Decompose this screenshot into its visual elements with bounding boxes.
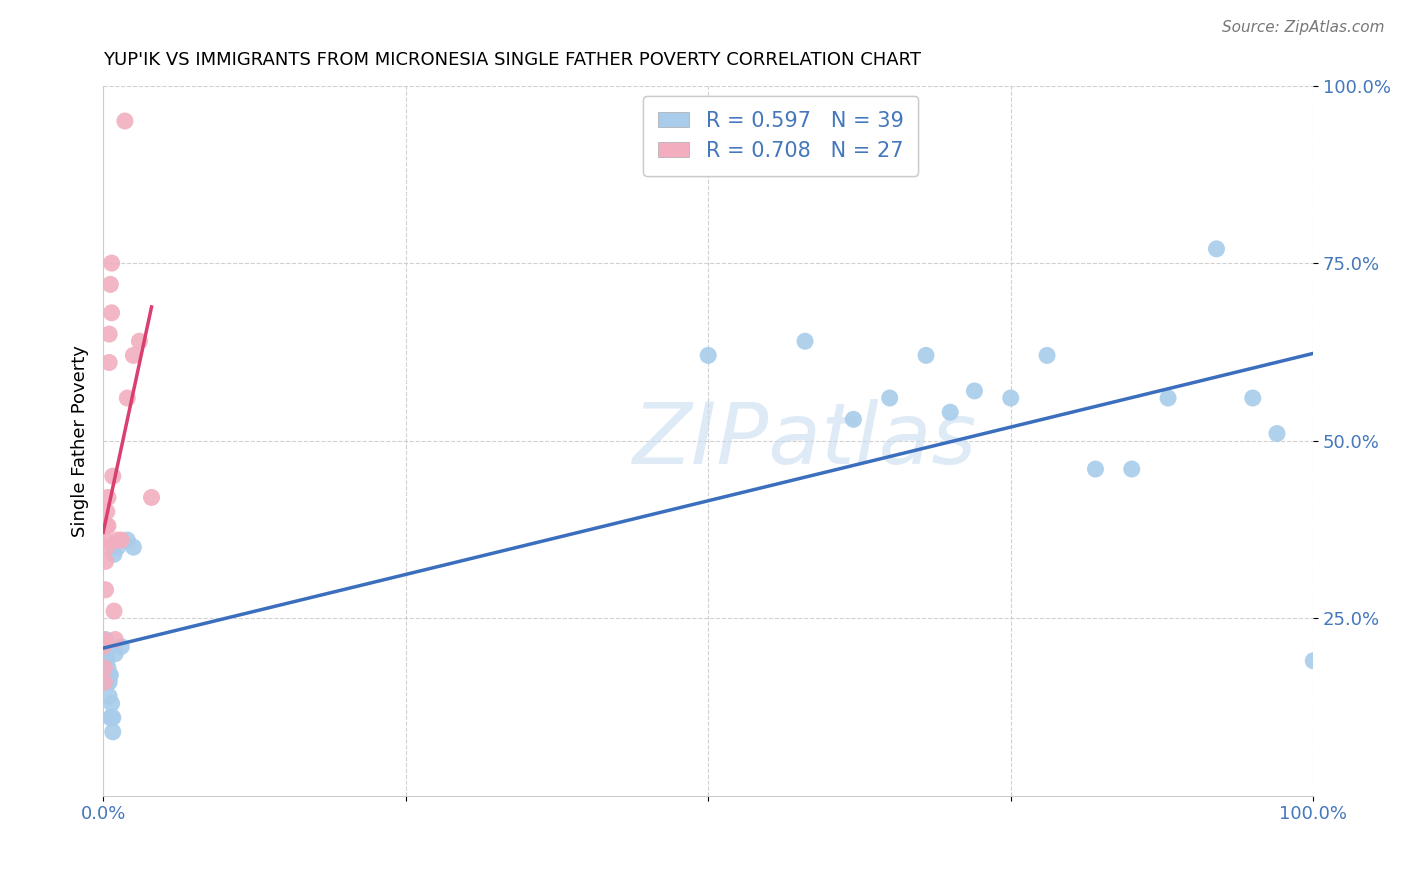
Point [1241, 391, 1264, 405]
Point [1036, 348, 1059, 362]
Point [97, 668, 120, 682]
Text: YUP'IK VS IMMIGRANTS FROM MICRONESIA SINGLE FATHER POVERTY CORRELATION CHART: YUP'IK VS IMMIGRANTS FROM MICRONESIA SIN… [103, 51, 921, 69]
Point [93, 675, 115, 690]
Point [794, 334, 817, 349]
Point [117, 391, 139, 405]
Point [963, 384, 986, 398]
Point [103, 547, 125, 561]
Point [100, 711, 122, 725]
Text: ZIPatlas: ZIPatlas [633, 399, 977, 483]
Point [1157, 391, 1180, 405]
Point [104, 647, 127, 661]
Point [94, 632, 117, 647]
Point [110, 533, 132, 547]
Point [122, 540, 145, 554]
Point [101, 711, 124, 725]
Point [103, 604, 125, 618]
Point [94, 582, 117, 597]
Point [91, 632, 114, 647]
Point [101, 724, 124, 739]
Point [107, 540, 129, 554]
Point [842, 412, 865, 426]
Point [96, 505, 118, 519]
Point [94, 533, 117, 547]
Point [100, 256, 122, 270]
Point [98, 675, 121, 690]
Point [100, 697, 122, 711]
Point [128, 334, 150, 349]
Point [100, 668, 122, 682]
Point [104, 632, 127, 647]
Point [879, 391, 901, 405]
Point [100, 306, 122, 320]
Point [1000, 391, 1022, 405]
Legend: R = 0.597   N = 39, R = 0.708   N = 27: R = 0.597 N = 39, R = 0.708 N = 27 [644, 96, 918, 176]
Point [94, 640, 117, 654]
Point [93, 661, 115, 675]
Point [122, 348, 145, 362]
Point [98, 327, 121, 342]
Point [1205, 242, 1227, 256]
Point [97, 661, 120, 675]
Point [117, 533, 139, 547]
Point [98, 690, 121, 704]
Point [94, 554, 117, 568]
Point [110, 640, 132, 654]
Point [114, 114, 136, 128]
Point [98, 355, 121, 369]
Point [1302, 654, 1324, 668]
Point [915, 348, 938, 362]
Y-axis label: Single Father Poverty: Single Father Poverty [72, 344, 89, 537]
Point [939, 405, 962, 419]
Point [697, 348, 720, 362]
Point [101, 469, 124, 483]
Point [1084, 462, 1107, 476]
Point [97, 491, 120, 505]
Point [96, 519, 118, 533]
Point [91, 640, 114, 654]
Point [1265, 426, 1288, 441]
Point [100, 711, 122, 725]
Point [1121, 462, 1143, 476]
Point [93, 640, 115, 654]
Point [100, 277, 122, 292]
Point [107, 533, 129, 547]
Point [141, 491, 163, 505]
Point [97, 675, 120, 690]
Point [97, 519, 120, 533]
Point [98, 668, 121, 682]
Text: Source: ZipAtlas.com: Source: ZipAtlas.com [1222, 20, 1385, 35]
Point [96, 647, 118, 661]
Point [96, 540, 118, 554]
Point [96, 654, 118, 668]
